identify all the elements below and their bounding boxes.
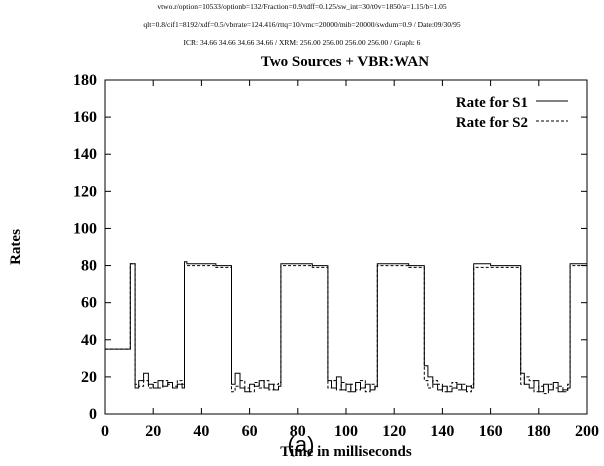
y-tick-label: 120	[73, 183, 97, 200]
header-params-line-2: qlt=0.8/cif1=8192/xdf=0.5/vbrrate=124.41…	[143, 20, 461, 29]
chart-title: Two Sources + VBR:WAN	[261, 54, 429, 70]
x-axis: 0 20 40 60 80 100 120 140 160 180 200	[101, 80, 599, 440]
x-tick-label: 60	[242, 423, 258, 440]
x-axis-title: Time in milliseconds	[280, 444, 412, 460]
legend: Rate for S1 Rate for S2	[456, 95, 568, 131]
header-params-line-3: ICR: 34.66 34.66 34.66 34.66 / XRM: 256.…	[183, 38, 421, 47]
y-axis-title: Rates	[8, 229, 24, 265]
x-tick-label: 140	[430, 423, 454, 440]
x-tick-label: 0	[101, 423, 109, 440]
y-axis: 0 20 40 60 80 100 120 140 160 180	[73, 72, 587, 423]
x-tick-label: 120	[382, 423, 406, 440]
legend-label-s1: Rate for S1	[456, 95, 528, 111]
series-line-s1	[105, 261, 587, 393]
series-line-s2	[105, 263, 587, 395]
x-tick-label: 20	[145, 423, 161, 440]
y-tick-label: 180	[73, 72, 97, 89]
series-layer	[105, 261, 587, 395]
header-params-line-1: vtwo.r/option=10533/optionb=132/Fraction…	[157, 2, 447, 11]
y-tick-label: 40	[81, 332, 97, 349]
y-tick-label: 0	[89, 406, 97, 423]
legend-label-s2: Rate for S2	[456, 115, 528, 131]
y-tick-label: 140	[73, 146, 97, 163]
y-tick-label: 60	[81, 295, 97, 312]
x-tick-label: 80	[290, 423, 306, 440]
x-tick-label: 200	[575, 423, 599, 440]
y-tick-label: 80	[81, 258, 97, 275]
y-tick-label: 100	[73, 220, 97, 237]
y-tick-label: 160	[73, 109, 97, 126]
x-tick-label: 180	[527, 423, 551, 440]
x-tick-label: 40	[193, 423, 209, 440]
figure-caption: (a)	[288, 432, 315, 457]
x-tick-label: 100	[334, 423, 358, 440]
plot-frame	[104, 79, 588, 415]
y-tick-label: 20	[81, 369, 97, 386]
x-tick-label: 160	[479, 423, 503, 440]
